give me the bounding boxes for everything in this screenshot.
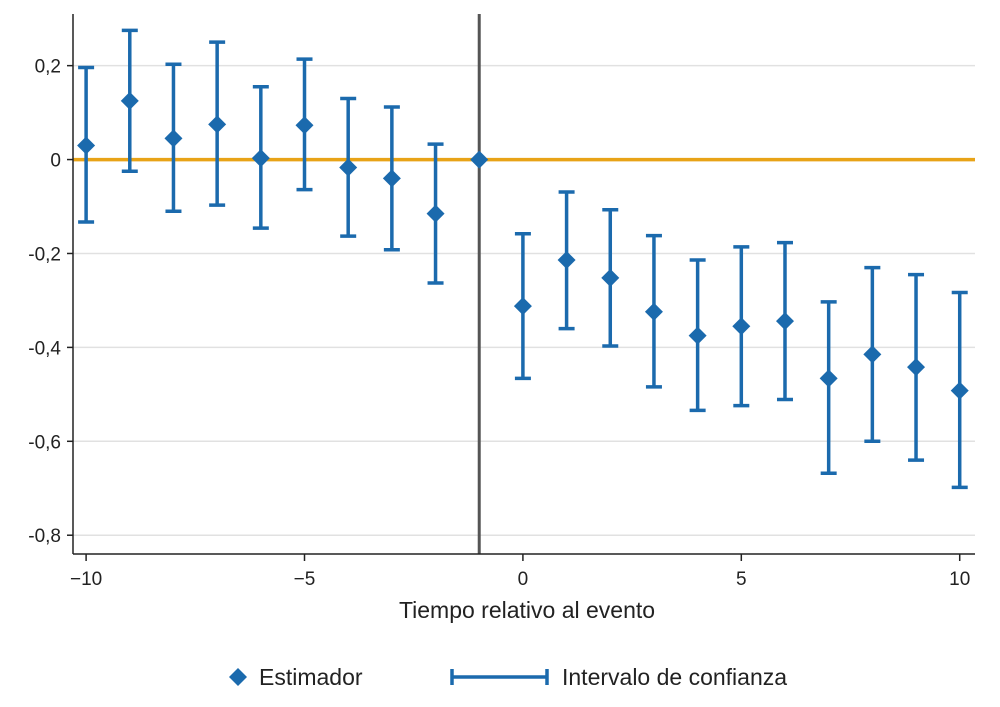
estimate-point [120,91,139,110]
y-tick-label: -0,6 [28,432,61,453]
estimate-point [382,169,401,188]
estimate-point [688,326,707,345]
x-tick-label: −5 [294,569,316,590]
y-tick-label: -0,8 [28,526,61,547]
estimate-point [557,251,576,270]
y-tick-label: -0,4 [28,338,61,359]
estimate-point [863,345,882,364]
estimate-point [251,149,270,168]
estimate-point [775,312,794,331]
estimate-point [164,129,183,148]
y-tick-label: 0,2 [35,57,61,78]
x-tick-label: 10 [949,569,970,590]
estimate-point [426,204,445,223]
legend: Estimador Intervalo de confianza [229,664,787,690]
reference-lines [73,14,975,554]
y-tick-label: 0 [50,151,61,172]
estimate-point [601,268,620,287]
x-tick-label: 0 [518,569,529,590]
estimate-point [339,158,358,177]
estimate-point [470,150,489,169]
legend-label-estimador: Estimador [259,664,363,690]
estimate-point [950,381,969,400]
legend-label-intervalo: Intervalo de confianza [562,664,787,690]
estimate-point [732,317,751,336]
tick-labels: 0,2 0 -0,2 -0,4 -0,6 -0,8 −10 −5 0 5 10 [28,57,970,590]
estimate-point [907,358,926,377]
estimate-point [513,297,532,316]
legend-diamond-marker [229,668,247,686]
confidence-intervals [78,28,968,490]
x-tick-label: −10 [70,569,102,590]
y-tick-label: -0,2 [28,244,61,265]
estimate-point [819,369,838,388]
x-tick-label: 5 [736,569,747,590]
estimates [77,91,969,400]
axes [67,14,975,561]
legend-interval-marker [450,669,549,685]
estimate-point [295,116,314,135]
estimate-point [644,302,663,321]
estimate-point [208,115,227,134]
estimate-point [77,136,96,155]
x-axis-label: Tiempo relativo al evento [399,597,655,623]
ci-bar [820,300,837,475]
